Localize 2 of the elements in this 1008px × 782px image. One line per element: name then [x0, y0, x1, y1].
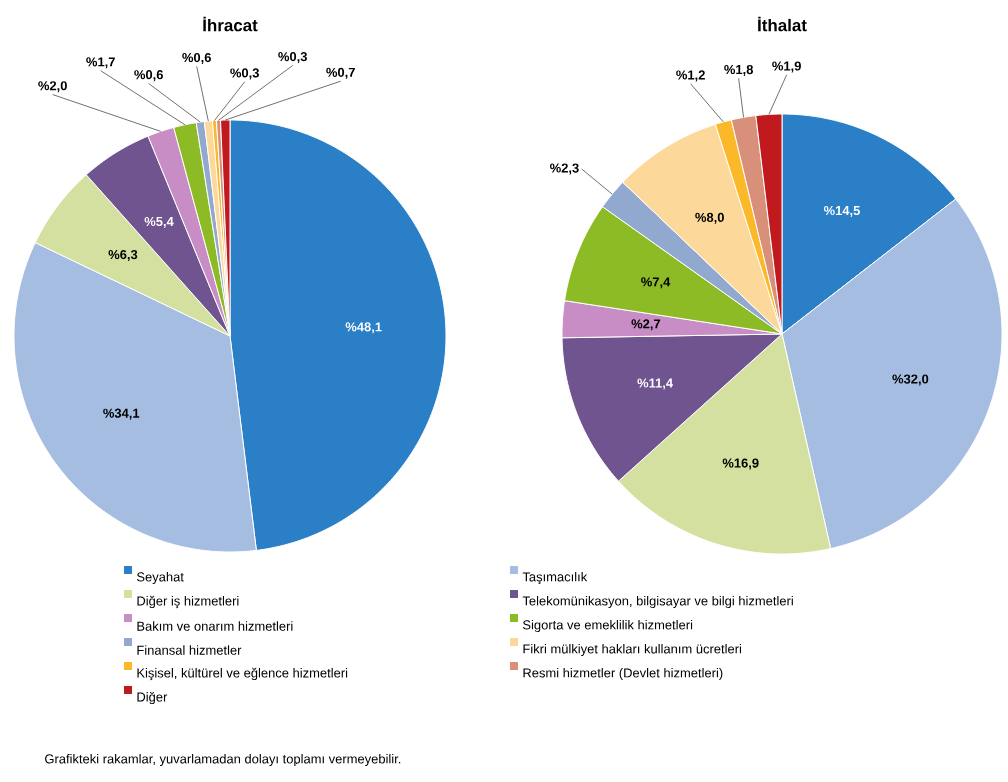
chart-title: İthalat [758, 16, 807, 32]
chart-title: İhracat [203, 16, 258, 32]
